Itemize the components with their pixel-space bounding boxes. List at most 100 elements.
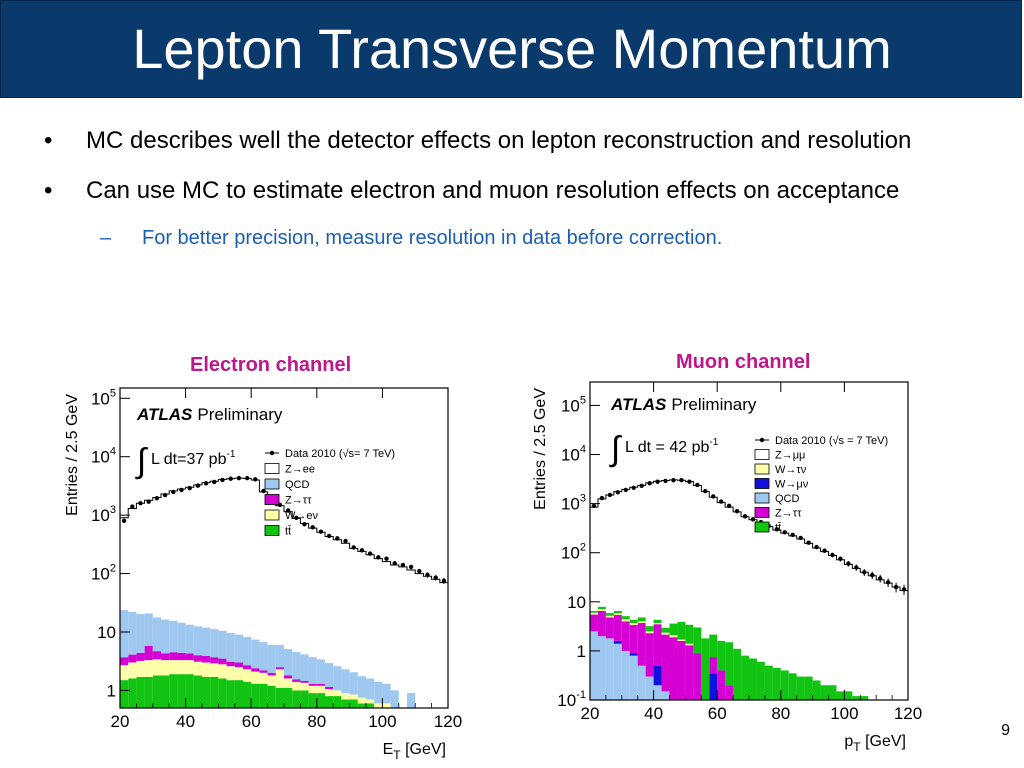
- data-point: [228, 476, 233, 481]
- mc-bar: [202, 662, 211, 677]
- mc-bar: [836, 691, 845, 700]
- mc-bar: [243, 637, 252, 666]
- bullet-marker: •: [44, 177, 53, 204]
- legend-label: Data 2010 (√s= 7 TeV): [285, 448, 395, 460]
- mc-bar: [590, 610, 598, 613]
- mc-bar: [308, 657, 317, 684]
- mc-bar: [677, 621, 686, 640]
- y-tick-label-base: 10: [561, 396, 580, 415]
- data-point: [351, 545, 356, 550]
- mc-bar: [193, 655, 202, 662]
- mc-bar: [637, 665, 646, 700]
- bullet-item: • Can use MC to estimate electron and mu…: [44, 174, 974, 208]
- mc-bar: [366, 678, 375, 700]
- mc-bar: [725, 642, 734, 686]
- mc-bar: [316, 693, 325, 708]
- mc-bar: [218, 658, 227, 665]
- mc-bar: [218, 630, 227, 659]
- mc-bar: [820, 685, 829, 700]
- mc-bar: [316, 659, 325, 684]
- mc-bar: [597, 606, 606, 610]
- legend-label: Z→ττ: [775, 508, 802, 520]
- integral-symbol: ∫: [609, 430, 622, 468]
- mc-bar: [202, 676, 211, 708]
- x-tick-label: 100: [368, 712, 396, 731]
- y-tick-label: 105: [561, 394, 586, 415]
- mc-bar: [661, 634, 670, 692]
- mc-bar: [226, 661, 235, 667]
- x-tick-label: 100: [830, 704, 858, 723]
- y-tick-label: 1: [107, 681, 116, 700]
- mc-bar: [725, 685, 734, 700]
- mc-bar: [693, 653, 702, 700]
- x-axis-label-unit: [GeV]: [861, 733, 906, 750]
- mc-bar: [120, 610, 129, 658]
- data-point: [212, 479, 217, 485]
- mc-bar: [226, 680, 235, 708]
- y-tick-label-exponent: 5: [110, 387, 116, 399]
- luminosity-exponent: -1: [226, 449, 235, 460]
- atlas-label-bold: ATLAS: [136, 405, 193, 424]
- mc-bar: [333, 666, 342, 691]
- data-point: [441, 578, 447, 584]
- data-point: [877, 576, 883, 581]
- mc-bar: [234, 667, 243, 681]
- atlas-label-preliminary: Preliminary: [197, 405, 283, 424]
- mc-bar: [613, 643, 622, 700]
- mc-bar: [852, 696, 861, 700]
- mc-bar: [218, 664, 227, 679]
- mc-bar: [637, 621, 646, 624]
- mc-bar: [685, 645, 694, 700]
- mc-bar: [169, 652, 178, 661]
- mc-bar: [407, 693, 416, 708]
- mc-bar: [292, 681, 301, 691]
- mc-bar: [234, 662, 243, 668]
- y-tick-label-exponent: 5: [580, 394, 586, 406]
- mc-bar: [812, 680, 821, 700]
- data-point: [294, 515, 299, 521]
- mc-bar: [308, 683, 317, 686]
- legend-label: W→μν: [775, 479, 809, 491]
- data-point: [798, 535, 803, 541]
- data-point: [367, 551, 373, 556]
- mc-bar: [357, 703, 366, 708]
- mc-bar: [621, 616, 630, 620]
- page-number: 9: [1001, 722, 1010, 739]
- mc-bar: [185, 653, 194, 661]
- data-point: [671, 477, 676, 483]
- mc-bar: [828, 685, 837, 700]
- data-point: [146, 499, 151, 504]
- mc-bar: [161, 653, 170, 661]
- mc-bar: [613, 610, 622, 614]
- mc-bar: [308, 685, 317, 694]
- mc-bar: [275, 687, 284, 708]
- y-tick-label: 102: [91, 563, 116, 584]
- mc-bar: [144, 613, 153, 646]
- plot-area: [589, 381, 909, 701]
- mc-bar: [259, 670, 268, 673]
- mc-bar: [645, 631, 654, 634]
- legend-swatch: [264, 525, 280, 536]
- y-tick-label-exponent: 2: [110, 563, 116, 575]
- mc-bar: [685, 624, 694, 644]
- data-point: [343, 538, 348, 544]
- mc-bar: [382, 683, 391, 704]
- mc-bar: [653, 665, 662, 686]
- data-point: [854, 565, 859, 570]
- legend-label: tt̄: [775, 522, 781, 534]
- y-tick-label-exponent: 4: [110, 446, 116, 458]
- mc-bar: [709, 673, 718, 700]
- mc-bar: [709, 634, 718, 658]
- x-tick-label: 120: [894, 704, 922, 723]
- x-axis-label: pT [GeV]: [844, 733, 906, 754]
- legend-label: Data 2010 (√s = 7 TeV): [775, 435, 888, 447]
- data-point: [885, 580, 891, 585]
- atlas-label: ATLAS Preliminary: [610, 395, 757, 414]
- mc-bar: [382, 703, 391, 708]
- data-point: [130, 504, 135, 509]
- x-tick-label: 80: [771, 704, 790, 723]
- y-tick-label: 10: [97, 623, 116, 642]
- mc-bar: [177, 622, 186, 653]
- x-tick-label: 60: [242, 712, 261, 731]
- mc-bar: [325, 662, 334, 687]
